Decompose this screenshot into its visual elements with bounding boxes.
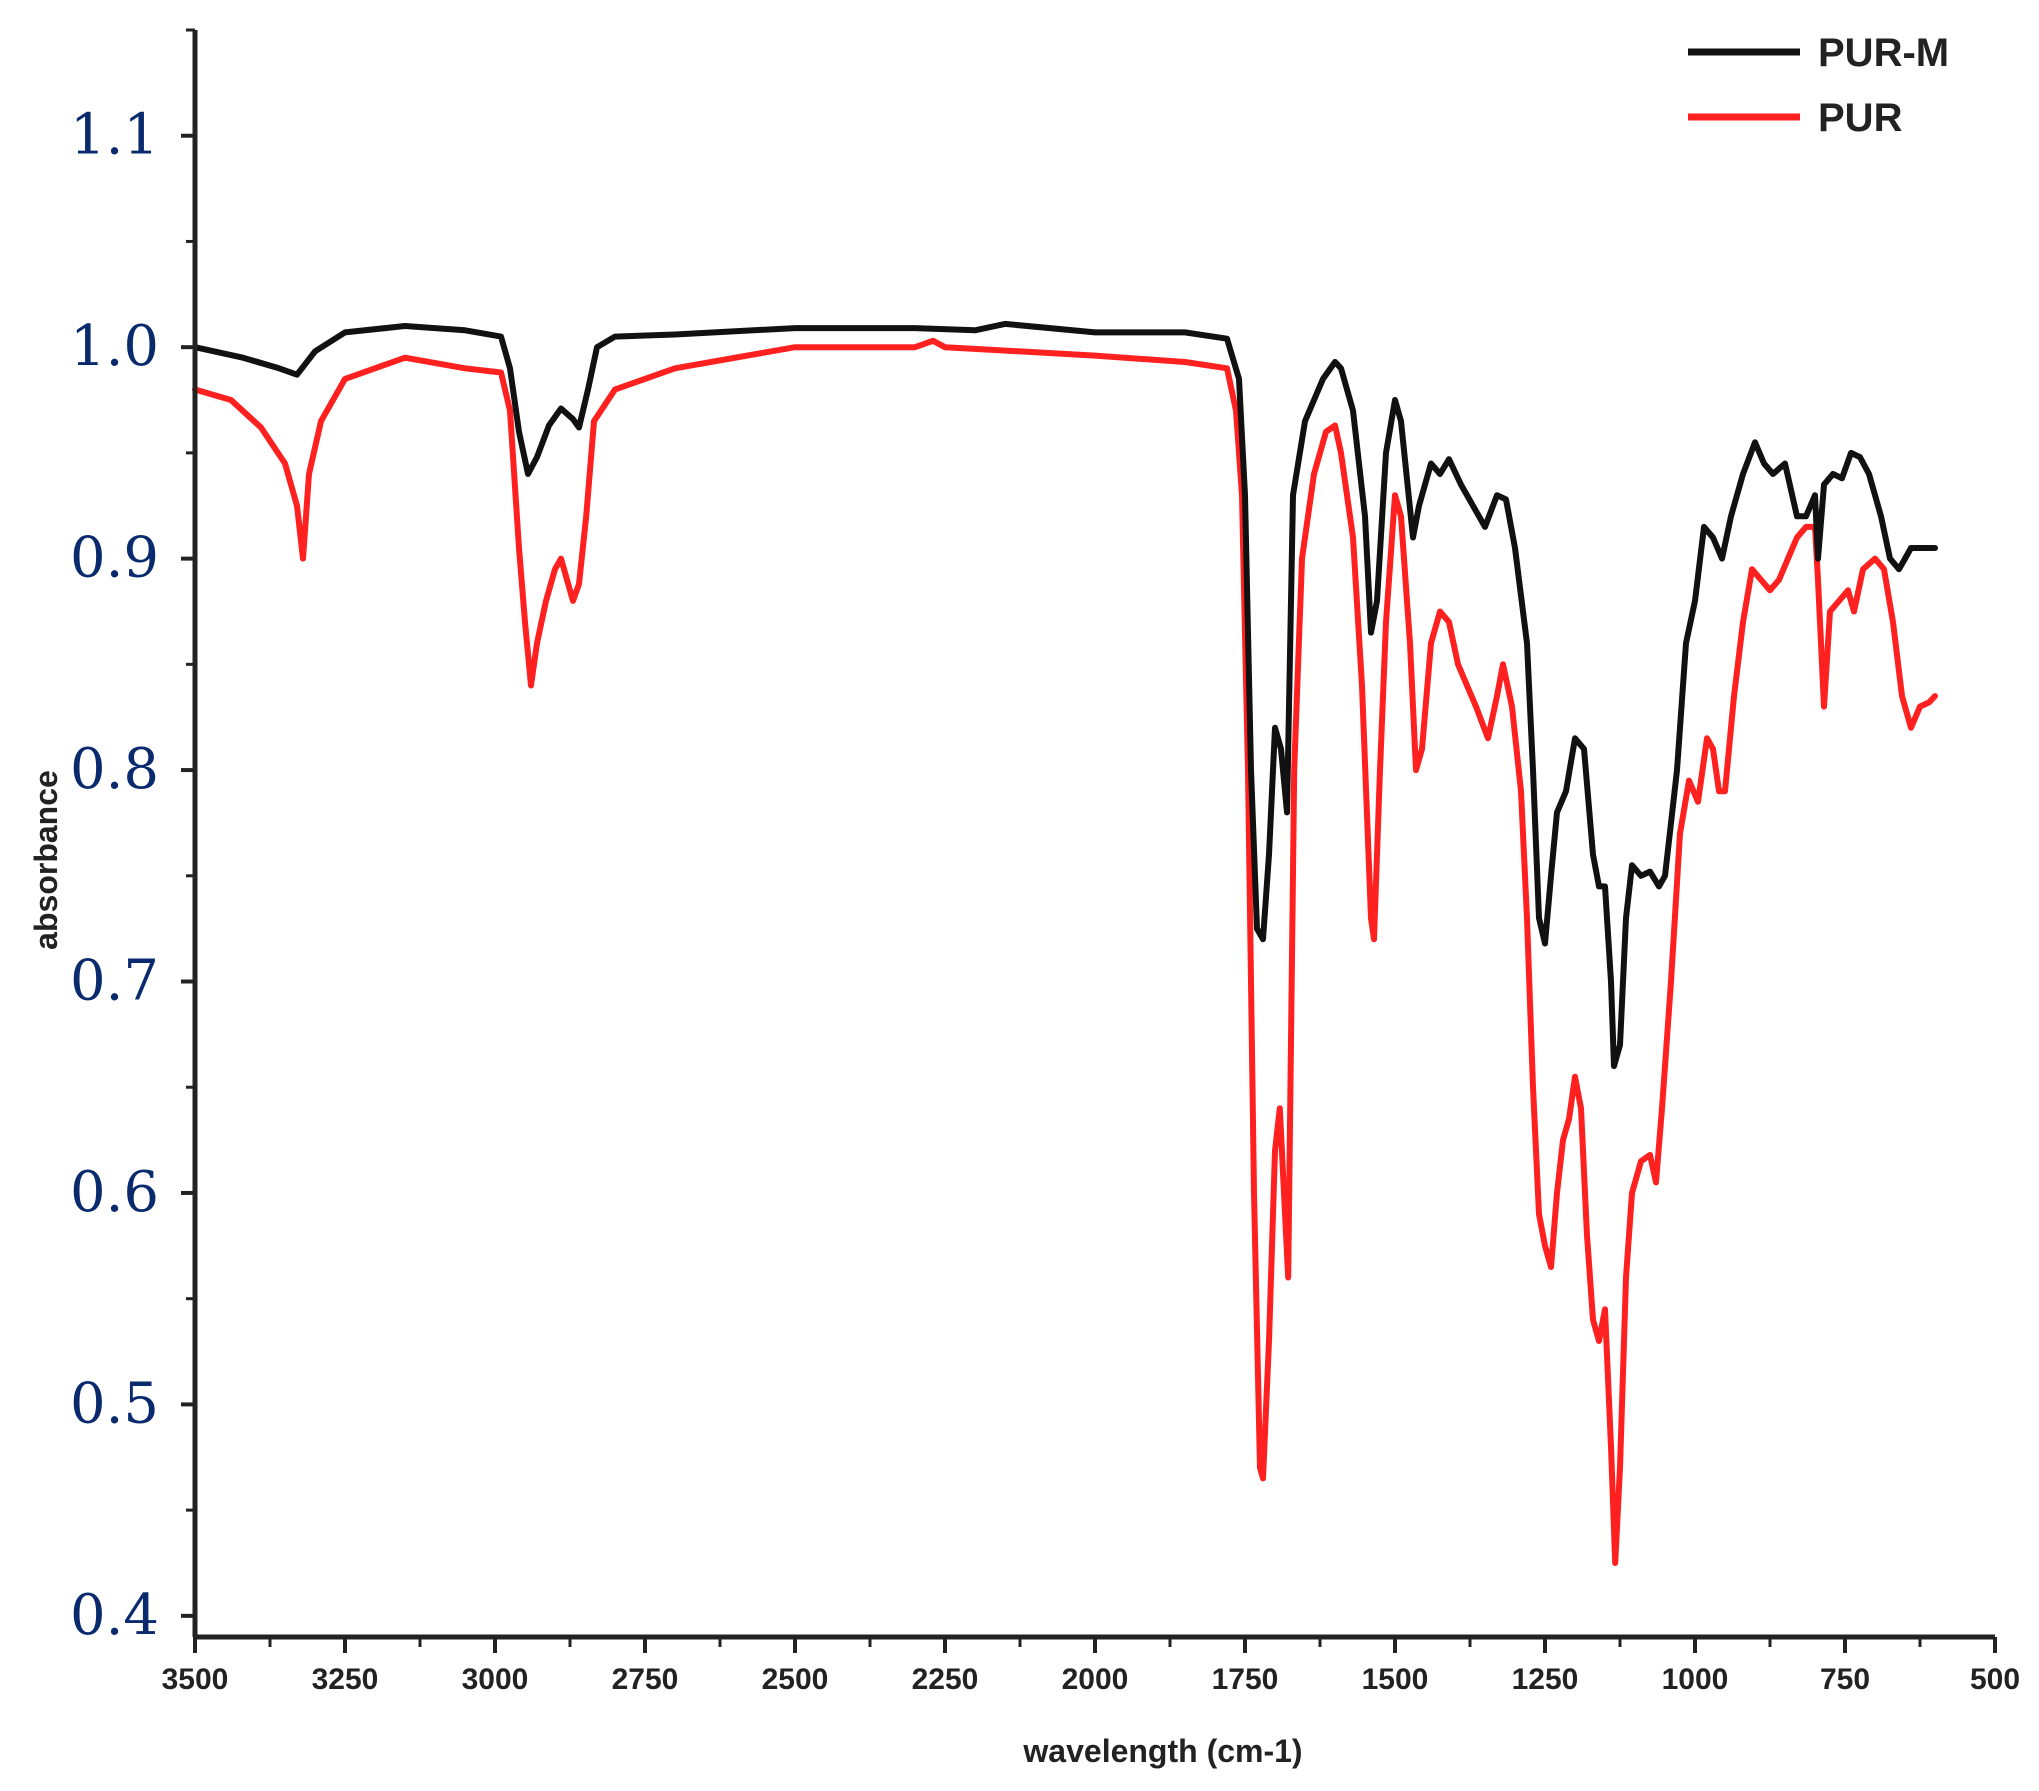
x-axis-ticks: 3500 3250 3000 2750 2500 2250 2000 1750 1500 1250…: [162, 1637, 2020, 1696]
legend-label-pur-m: PUR-M: [1818, 31, 1949, 75]
x-tick-label: 750: [1820, 1663, 1870, 1696]
x-axis-title: wavelength (cm-1): [1022, 1733, 1302, 1769]
legend-label-pur: PUR: [1818, 96, 1903, 140]
series-line-pur-m: [192, 320, 1938, 1070]
x-tick-label: 1500: [1362, 1663, 1429, 1696]
x-tick-label: 1000: [1662, 1663, 1729, 1696]
y-tick-label: 0.8: [70, 737, 159, 802]
x-tick-label: 1250: [1512, 1663, 1579, 1696]
y-tick-label: 0.7: [70, 949, 159, 1014]
x-tick-label: 1750: [1212, 1663, 1279, 1696]
series-line-pur: [192, 337, 1938, 1566]
x-tick-label: 2000: [1062, 1663, 1129, 1696]
x-tick-label: 2750: [612, 1663, 679, 1696]
x-tick-label: 3500: [162, 1663, 229, 1696]
y-tick-label: 0.4: [70, 1583, 159, 1648]
x-tick-label: 3250: [312, 1663, 379, 1696]
plot-series: [192, 320, 1938, 1566]
legend: PUR-M PUR: [1688, 31, 1949, 140]
y-tick-label: 1.1: [70, 103, 159, 168]
y-tick-label: 0.5: [70, 1371, 159, 1436]
x-tick-label: 500: [1970, 1663, 2020, 1696]
y-tick-label: 0.6: [70, 1160, 159, 1225]
y-tick-label: 1.0: [70, 314, 159, 379]
y-axis-ticks: 0.4 0.5 0.6 0.7 0.8 0.9 1.0 1.1: [70, 28, 195, 1648]
y-axis-title: absorbance: [28, 770, 64, 950]
x-tick-label: 2250: [912, 1663, 979, 1696]
y-tick-label: 0.9: [70, 526, 159, 591]
x-tick-label: 3000: [462, 1663, 529, 1696]
x-tick-label: 2500: [762, 1663, 829, 1696]
